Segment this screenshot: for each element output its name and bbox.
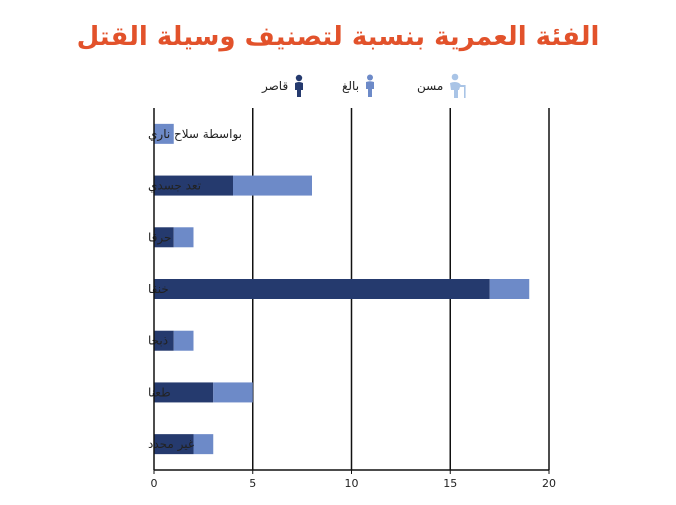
bar-1-6 (193, 434, 214, 455)
child-person-icon (295, 74, 304, 97)
category-label-1: تعد جسدي (148, 179, 201, 193)
chart-legend: قاصر بالغ مسن (0, 72, 676, 100)
category-label-4: ذبحا (148, 334, 168, 348)
x-tick-label-5: 5 (249, 477, 256, 490)
bar-1-1 (233, 175, 312, 196)
legend-item-elderly: مسن (417, 72, 467, 100)
category-label-0: بواسطة سلاح ناري (148, 127, 242, 142)
bar-0-6 (154, 434, 194, 455)
legend-label-adult: بالغ (342, 79, 360, 93)
legend-label-elderly: مسن (417, 79, 444, 93)
category-label-3: خنقا (148, 282, 169, 296)
legend-item-minor: قاصر (262, 72, 306, 100)
x-tick-label-10: 10 (345, 477, 359, 490)
x-tick-label-0: 0 (151, 477, 158, 490)
bar-1-4 (173, 330, 194, 351)
bar-1-2 (173, 227, 194, 248)
x-tick-label-20: 20 (542, 477, 556, 490)
bar-0-1 (154, 175, 233, 196)
legend-label-minor: قاصر (262, 79, 289, 93)
bar-0-3 (154, 279, 490, 299)
bar-0-5 (154, 382, 214, 403)
category-label-6: غير محدد (148, 437, 194, 452)
adult-person-icon (366, 74, 375, 97)
elderly-person-icon (450, 73, 466, 98)
x-tick-label-15: 15 (443, 477, 457, 490)
bar-0-4 (154, 330, 174, 351)
bar-1-0 (154, 123, 174, 144)
bar-0-2 (154, 227, 174, 248)
legend-item-adult: بالغ (342, 72, 377, 100)
chart-title: الفئة العمرية بنسبة لتصنيف وسيلة القتل (76, 22, 600, 52)
category-label-2: حرقا (148, 230, 171, 245)
bar-1-3 (489, 279, 530, 299)
bar-1-5 (213, 382, 253, 403)
category-label-5: طعنا (148, 385, 171, 399)
